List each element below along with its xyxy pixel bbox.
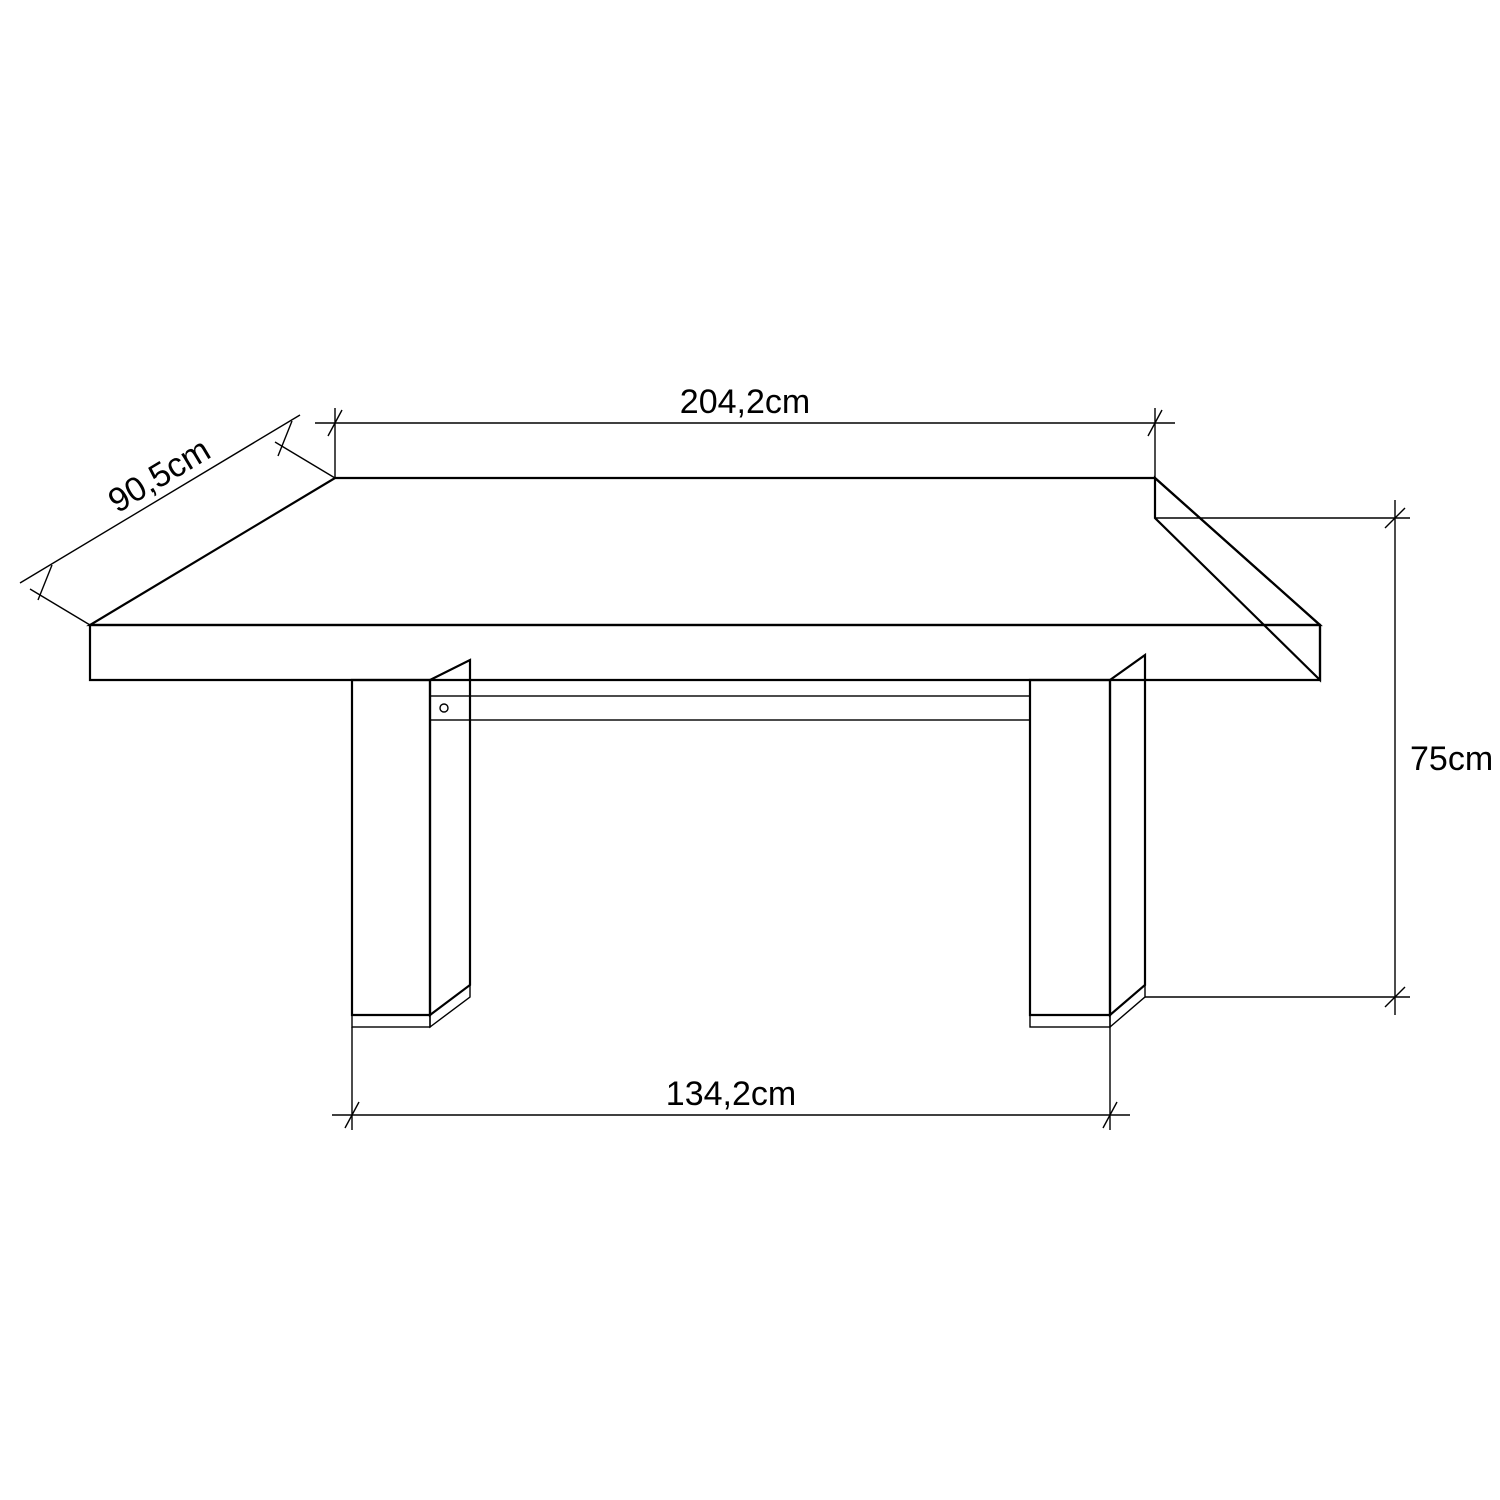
table-apron (430, 696, 1030, 720)
height-label: 75cm (1410, 740, 1493, 778)
dimension-leg-span: 134,2cm (332, 1027, 1130, 1130)
dimension-depth: 90,5cm (20, 415, 335, 625)
table-top-face (90, 478, 1320, 625)
dimension-height: 75cm (1145, 500, 1493, 1015)
right-leg (1030, 655, 1145, 1027)
dimension-length: 204,2cm (315, 383, 1175, 478)
left-leg (352, 660, 470, 1027)
table-front-edge (90, 625, 1320, 680)
table-dimension-diagram: 90,5cm 204,2cm 75cm 134 (0, 0, 1500, 1500)
table-drawing (90, 478, 1320, 1027)
table-right-edge (1155, 478, 1320, 680)
leg-span-label: 134,2cm (666, 1075, 796, 1113)
length-label: 204,2cm (680, 383, 810, 421)
